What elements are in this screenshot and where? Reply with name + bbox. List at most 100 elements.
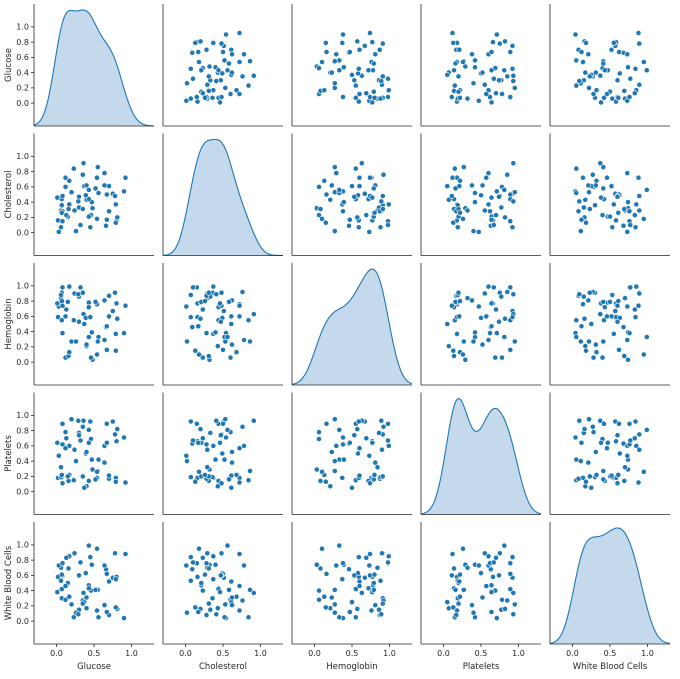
scatter-point: [187, 65, 194, 72]
scatter-point: [487, 94, 493, 100]
scatter-point: [80, 160, 87, 167]
scatter-point: [205, 289, 212, 296]
scatter-point: [210, 283, 217, 290]
scatter-point: [479, 341, 486, 348]
scatter-point: [340, 208, 346, 215]
scatter-point: [368, 607, 375, 614]
scatter-point: [103, 346, 110, 353]
panel-hemoglobin-vs-white-blood-cells: [549, 263, 670, 386]
scatter-point: [321, 177, 328, 184]
scatter-point: [457, 177, 463, 184]
scatter-point: [221, 57, 228, 64]
scatter-point: [328, 594, 335, 601]
scatter-point: [58, 464, 64, 471]
scatter-point: [488, 609, 495, 615]
x-tick-label: 0.0: [179, 649, 192, 658]
scatter-point: [366, 562, 373, 569]
scatter-point: [586, 416, 592, 423]
scatter-point: [340, 560, 346, 567]
panel-glucose-vs-platelets: [420, 4, 541, 127]
scatter-point: [613, 217, 619, 224]
scatter-point: [323, 420, 330, 427]
scatter-point: [226, 298, 232, 305]
scatter-point: [583, 40, 589, 46]
scatter-point: [507, 284, 514, 291]
scatter-point: [94, 215, 100, 222]
scatter-point: [492, 354, 499, 361]
scatter-point: [122, 551, 129, 557]
scatter-point: [625, 199, 631, 205]
scatter-point: [370, 88, 377, 95]
scatter-point: [582, 196, 589, 203]
scatter-point: [224, 426, 231, 433]
scatter-point: [377, 224, 384, 231]
scatter-point: [504, 597, 511, 604]
scatter-point: [620, 222, 627, 229]
scatter-point: [573, 334, 580, 340]
panel-cholesterol-vs-glucose: 0.0 0.2 0.4 0.6 0.8 1.0 Cholesterol: [4, 133, 154, 256]
scatter-point: [213, 291, 220, 298]
scatter-point: [385, 201, 392, 208]
scatter-point: [385, 75, 391, 82]
scatter-point: [199, 587, 206, 594]
y-tick-label: 0.8: [16, 38, 29, 47]
scatter-point: [631, 90, 638, 97]
scatter-point: [218, 40, 225, 47]
scatter-point: [59, 480, 66, 487]
scatter-point: [65, 565, 72, 572]
scatter-point: [358, 160, 365, 167]
scatter-point: [113, 438, 120, 445]
scatter-point: [103, 609, 110, 615]
scatter-point: [62, 313, 69, 320]
scatter-point: [444, 72, 451, 78]
scatter-point: [573, 82, 580, 89]
scatter-point: [196, 351, 202, 358]
kde-line-hemoglobin: [291, 268, 413, 385]
scatter-point: [75, 417, 82, 424]
scatter-point: [204, 81, 211, 88]
scatter-point: [331, 80, 338, 87]
scatter-point: [323, 49, 330, 55]
scatter-point: [114, 315, 121, 322]
scatter-point: [614, 77, 621, 84]
scatter-point: [352, 94, 359, 101]
scatter-point: [632, 314, 639, 320]
scatter-point: [101, 459, 108, 466]
scatter-point: [464, 207, 471, 214]
scatter-point: [460, 587, 467, 593]
scatter-point: [205, 600, 212, 607]
scatter-point: [187, 577, 194, 584]
scatter-point: [70, 614, 77, 621]
x-tick-label: 0.5: [217, 649, 230, 658]
scatter-point: [610, 40, 617, 46]
scatter-point: [222, 416, 229, 423]
scatter-point: [336, 614, 343, 621]
scatter-point: [239, 423, 246, 430]
scatter-point: [632, 418, 639, 425]
scatter-point: [215, 67, 222, 74]
scatter-point: [189, 566, 196, 573]
pairplot-grid: 0.0 0.2 0.4 0.6 0.8 1.0 Glucose 0.0 0.2 0.4 0.6 0.8…: [4, 4, 671, 672]
y-tick-label: 0.8: [16, 426, 29, 435]
scatter-point: [511, 189, 518, 196]
scatter-point: [202, 298, 208, 304]
y-tick-label: 0.2: [16, 84, 29, 93]
scatter-point: [452, 587, 459, 593]
scatter-point: [229, 594, 235, 601]
scatter-point: [247, 587, 253, 593]
scatter-point: [89, 466, 96, 473]
scatter-point: [236, 607, 243, 614]
scatter-point: [363, 435, 370, 442]
scatter-point: [377, 577, 384, 584]
panel-cholesterol-vs-white-blood-cells: [549, 133, 670, 256]
scatter-point: [87, 314, 94, 320]
scatter-point: [385, 94, 391, 100]
scatter-point: [616, 70, 623, 77]
scatter-point: [485, 553, 492, 560]
scatter-point: [599, 212, 606, 218]
panel-platelets-vs-hemoglobin: [291, 392, 412, 515]
scatter-point: [218, 94, 225, 100]
scatter-point: [233, 87, 240, 94]
scatter-point: [488, 589, 495, 595]
scatter-point: [462, 356, 469, 363]
